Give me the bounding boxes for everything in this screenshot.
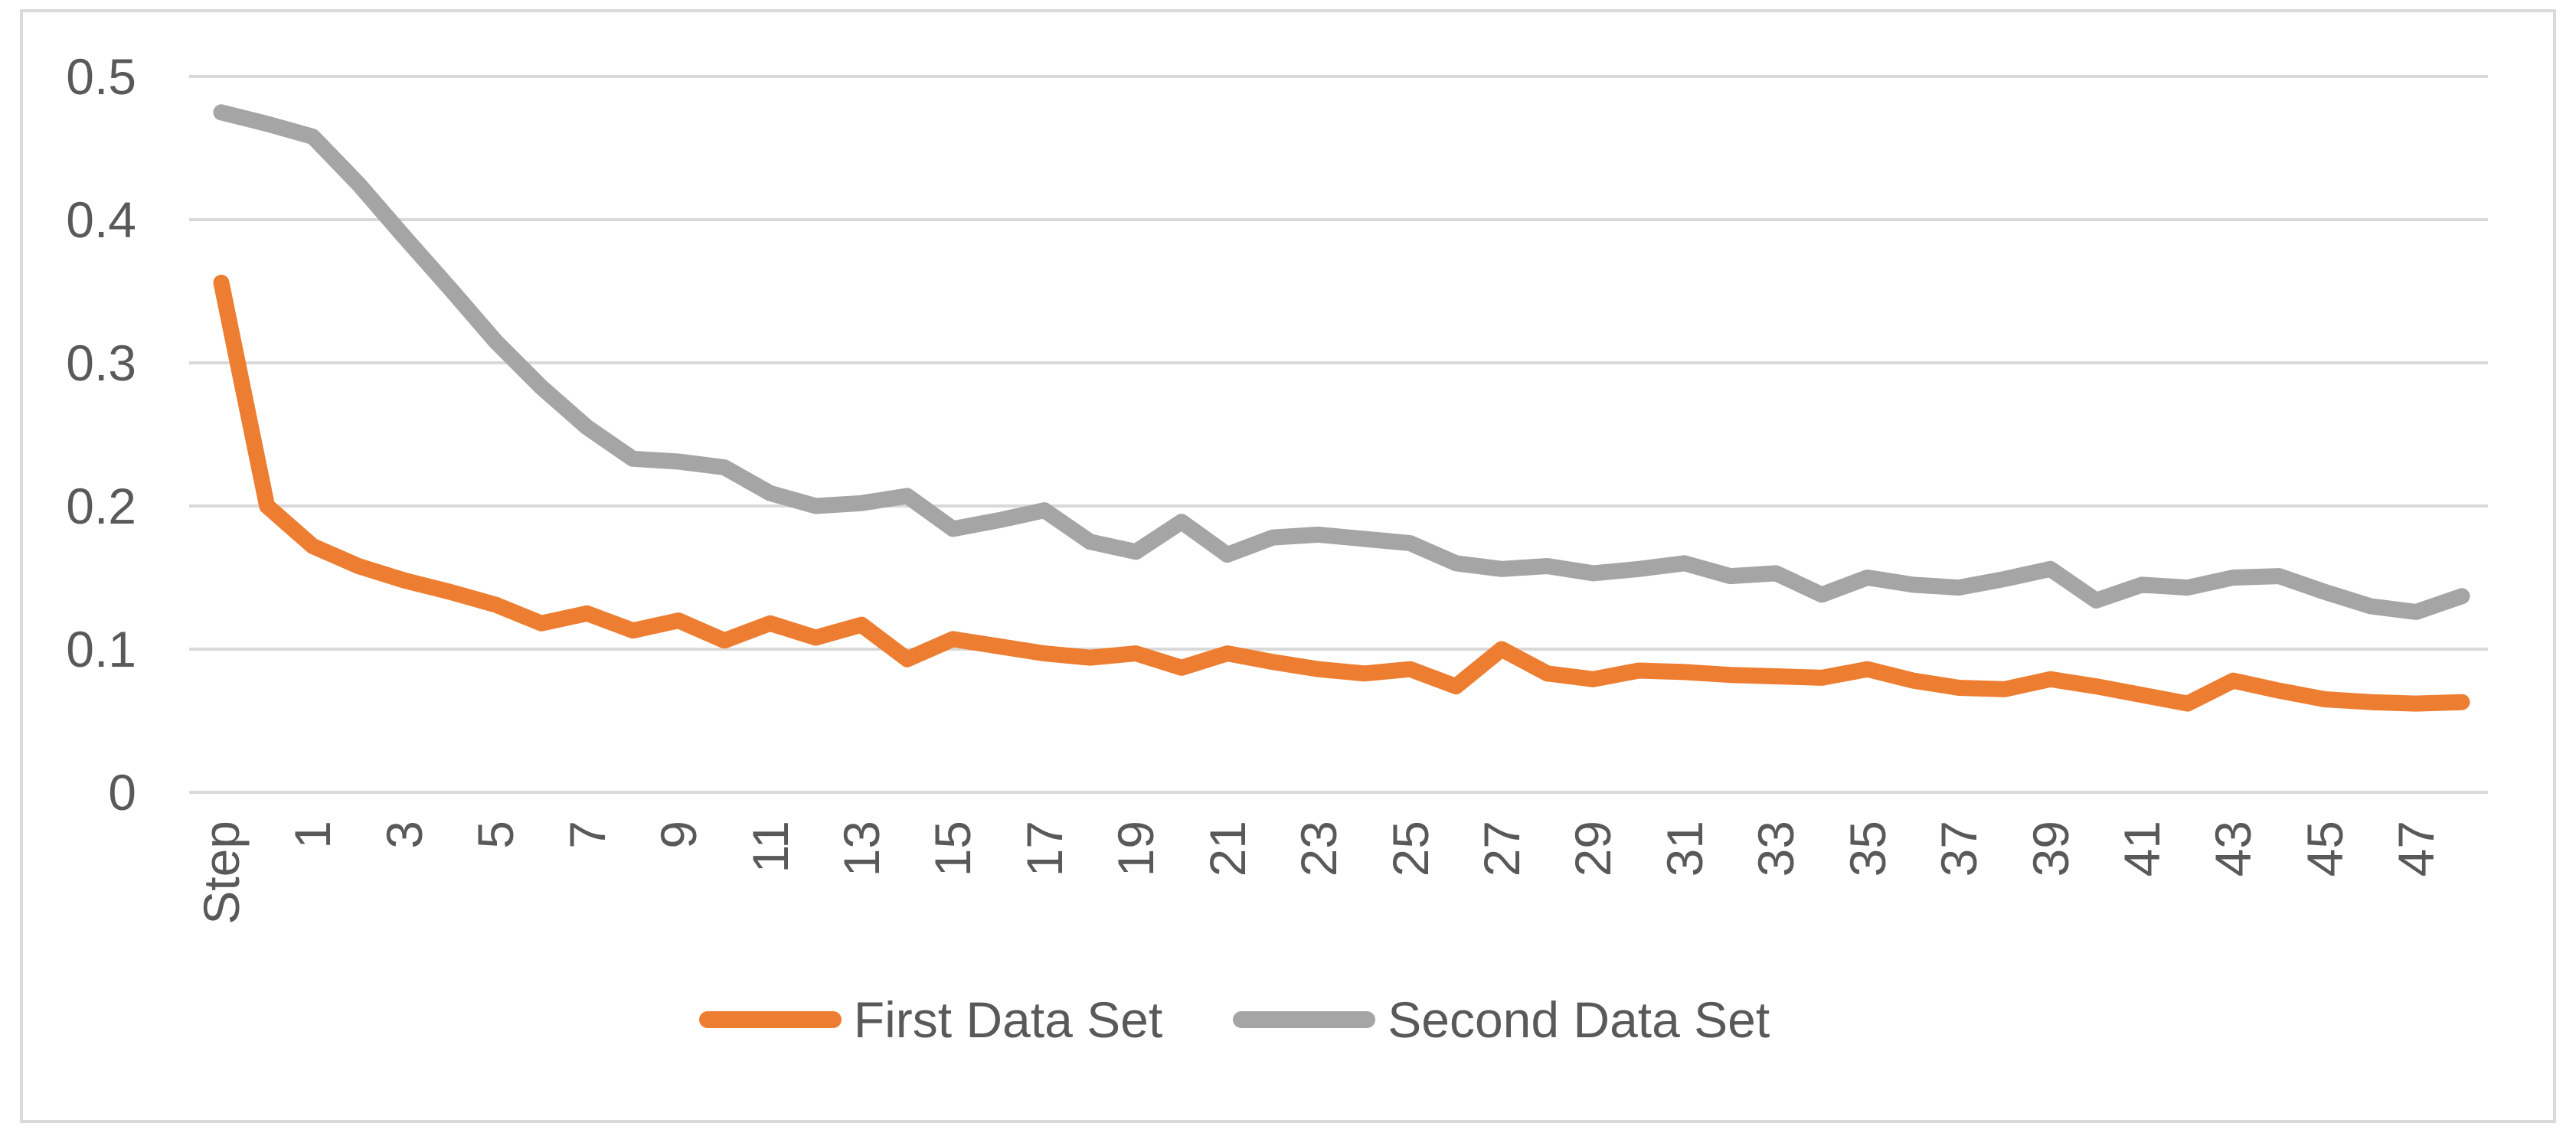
- y-tick-label-0: 0: [108, 764, 136, 821]
- x-tick-label-11: 11: [741, 821, 799, 873]
- y-tick-label-0.1: 0.1: [66, 621, 136, 677]
- x-tick-label-3: 3: [375, 821, 433, 849]
- legend-item-second-data-set: Second Data Set: [1233, 992, 1770, 1047]
- x-tick-label-9: 9: [650, 821, 708, 849]
- x-tick-label-43: 43: [2205, 821, 2262, 877]
- legend-swatch-icon: [698, 1011, 842, 1028]
- legend-label: Second Data Set: [1388, 991, 1770, 1048]
- x-tick-label-45: 45: [2296, 821, 2353, 877]
- legend: First Data Set Second Data Set: [0, 992, 2522, 1047]
- x-tick-label-1: 1: [284, 821, 342, 849]
- x-tick-label-47: 47: [2388, 821, 2445, 877]
- x-tick-label-25: 25: [1381, 821, 1439, 877]
- x-tick-label-Step: Step: [193, 821, 250, 925]
- x-tick-label-27: 27: [1473, 821, 1530, 877]
- x-tick-label-35: 35: [1839, 821, 1896, 877]
- x-tick-label-37: 37: [1930, 821, 1988, 877]
- y-tick-label-0.5: 0.5: [66, 48, 136, 105]
- x-tick-label-19: 19: [1107, 821, 1165, 877]
- x-tick-label-7: 7: [558, 821, 616, 849]
- gridlines: [189, 75, 2488, 794]
- series-lines: [213, 104, 2470, 712]
- first-data-set-line: [213, 274, 2470, 712]
- legend-item-first-data-set: First Data Set: [698, 991, 1163, 1048]
- y-tick-label-0.2: 0.2: [66, 478, 136, 534]
- x-tick-label-5: 5: [467, 821, 525, 849]
- legend-label: First Data Set: [853, 991, 1163, 1048]
- x-tick-label-17: 17: [1015, 821, 1073, 877]
- x-tick-label-21: 21: [1198, 821, 1256, 877]
- x-tick-label-33: 33: [1747, 821, 1805, 877]
- x-tick-label-29: 29: [1564, 821, 1622, 877]
- x-tick-label-39: 39: [2022, 821, 2079, 877]
- x-tick-label-15: 15: [924, 821, 982, 877]
- x-tick-label-13: 13: [832, 821, 890, 877]
- x-tick-label-23: 23: [1290, 821, 1348, 877]
- second-data-set-line: [213, 104, 2470, 620]
- x-tick-label-31: 31: [1656, 821, 1713, 877]
- x-tick-label-41: 41: [2113, 821, 2170, 877]
- y-tick-label-0.4: 0.4: [66, 191, 136, 248]
- y-tick-label-0.3: 0.3: [66, 335, 136, 391]
- chart-frame: [20, 9, 2556, 1123]
- legend-swatch-icon: [1233, 1011, 1376, 1028]
